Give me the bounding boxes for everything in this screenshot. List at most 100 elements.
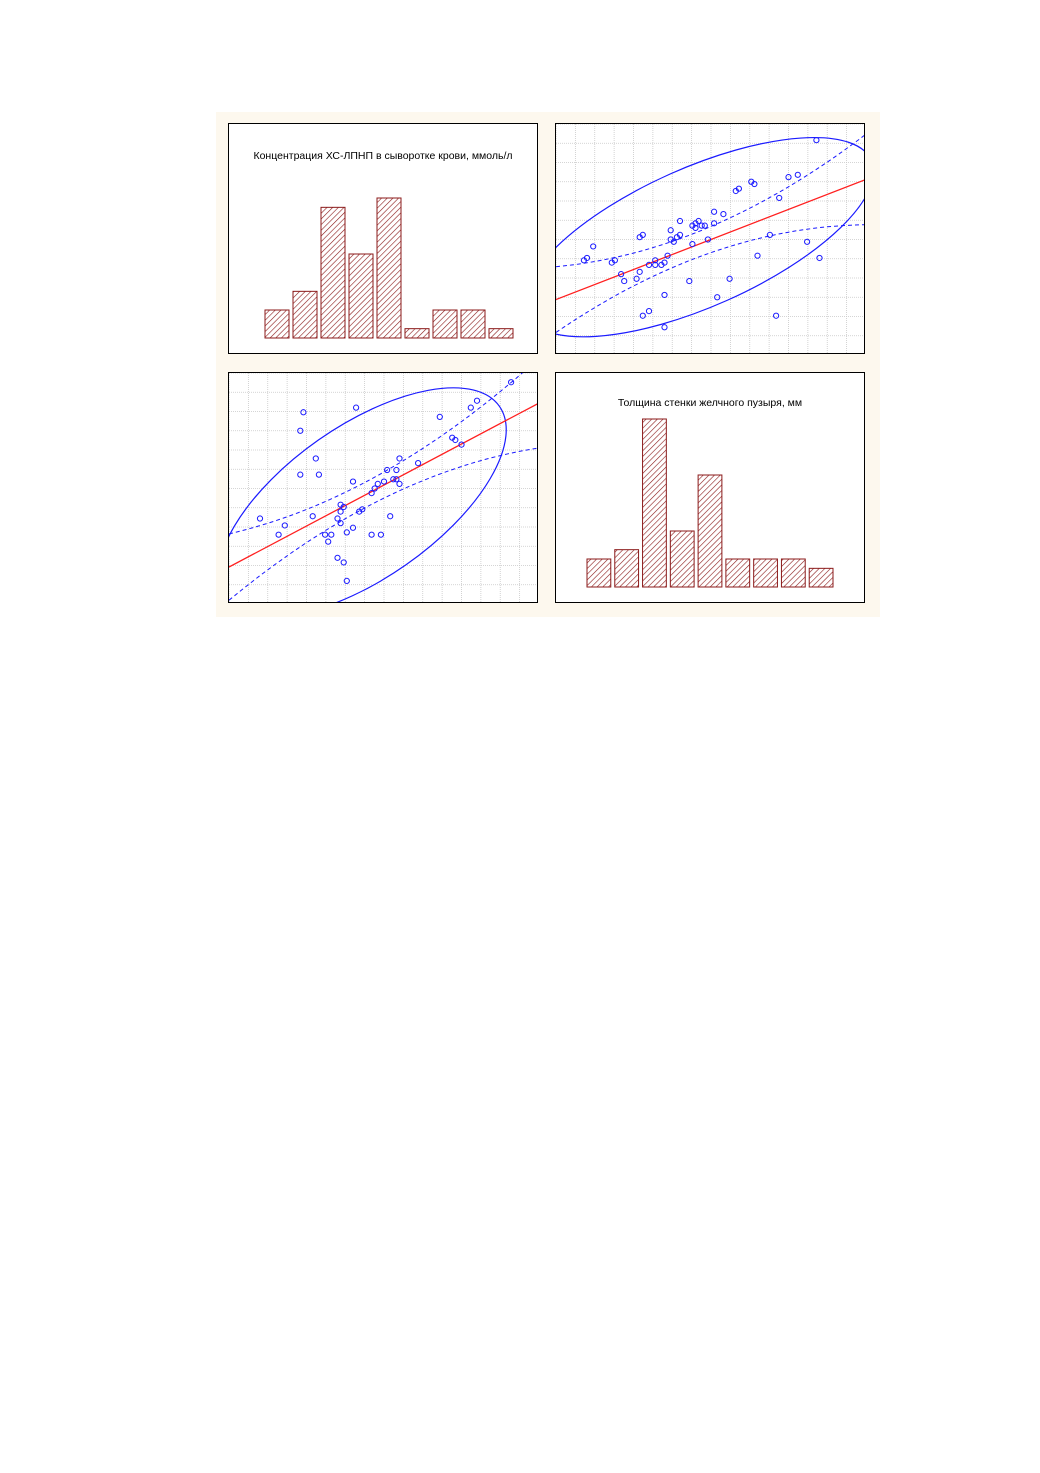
scatter-point xyxy=(297,427,304,434)
scatter-point xyxy=(368,490,375,497)
scatter-point xyxy=(343,577,350,584)
scatter-point xyxy=(676,217,684,225)
scatter-point xyxy=(636,268,643,275)
histogram-bar xyxy=(376,197,402,339)
scatter-point xyxy=(633,275,640,282)
scatter-point xyxy=(726,275,733,282)
histogram-bar xyxy=(753,558,778,588)
scatter-panel-bottom-left xyxy=(228,372,538,603)
scatter-point xyxy=(340,503,347,511)
histogram-bar xyxy=(808,567,834,588)
scatter-point xyxy=(804,238,811,245)
histogram-title: Толщина стенки желчного пузыря, мм xyxy=(617,397,803,409)
scatter-point xyxy=(256,515,264,522)
confidence-band-upper xyxy=(229,373,523,535)
histogram-ldl-svg xyxy=(264,197,514,339)
scatter-point xyxy=(393,476,400,483)
scatter-point xyxy=(328,531,335,538)
scatter-point xyxy=(698,222,705,229)
scatter-point xyxy=(667,227,674,234)
histogram-wall-svg xyxy=(586,418,834,588)
scatter-point xyxy=(661,324,668,331)
scatter-point xyxy=(714,294,721,301)
scatter-point xyxy=(384,466,391,474)
scatter-point xyxy=(393,466,400,474)
histogram-bar xyxy=(320,206,346,339)
scatter-point xyxy=(611,257,619,264)
scatter-point xyxy=(773,312,780,319)
scatter-point xyxy=(751,180,758,188)
scatter-point xyxy=(368,531,375,538)
scatter-point xyxy=(766,231,773,238)
scatter-point xyxy=(349,524,357,531)
scatter-point xyxy=(374,480,381,487)
scatter-point xyxy=(322,531,329,538)
scatter-point xyxy=(621,277,628,285)
scatter-point xyxy=(695,217,702,225)
scatter-point xyxy=(436,413,443,420)
scatter-point xyxy=(711,220,718,227)
grid xyxy=(229,373,537,602)
scatter-point xyxy=(676,231,684,238)
scatter-point xyxy=(387,513,394,520)
histogram-bar xyxy=(642,418,667,588)
scatter-point xyxy=(377,531,384,538)
scatter-point xyxy=(618,271,625,278)
histogram-bar xyxy=(488,328,514,339)
scatter-top-right-svg xyxy=(556,124,864,353)
scatter-point xyxy=(701,222,708,229)
scatter-point xyxy=(711,208,718,215)
histogram-bar xyxy=(404,328,430,339)
scatter-point xyxy=(467,404,474,411)
regression-line xyxy=(229,403,537,568)
histogram-bar xyxy=(460,309,486,339)
histogram-bar xyxy=(669,530,695,588)
scatter-point xyxy=(664,252,671,259)
scatter-point xyxy=(689,241,696,248)
scatter-point xyxy=(452,436,459,444)
scatter-point xyxy=(309,513,316,520)
scatter-point xyxy=(776,194,783,202)
histogram-bar xyxy=(614,549,640,588)
scatter-point xyxy=(343,529,350,536)
histogram-bar xyxy=(264,309,290,339)
confidence-band-lower xyxy=(229,447,537,601)
scatter-point xyxy=(281,522,288,529)
scatter-point xyxy=(670,238,677,245)
scatter-panel-top-right xyxy=(555,123,865,354)
scatter-bottom-left-svg xyxy=(229,373,537,602)
scatter-point xyxy=(337,520,344,527)
scatter-point xyxy=(794,171,801,178)
histogram-bar xyxy=(697,474,723,588)
scatter-point xyxy=(652,261,659,269)
scatter-point xyxy=(652,257,659,264)
histogram-bar xyxy=(780,558,806,588)
scatter-point xyxy=(275,531,282,538)
regression-line xyxy=(556,179,864,301)
figure-matrix: Концентрация ХС-ЛПНП в сыворотке крови, … xyxy=(216,112,880,617)
scatter-point xyxy=(380,478,388,485)
scatter-point xyxy=(813,137,820,144)
histogram-panel-wall: Толщина стенки желчного пузыря, мм xyxy=(555,372,865,603)
scatter-point xyxy=(325,538,332,545)
confidence-band-upper xyxy=(556,135,864,268)
scatter-point xyxy=(473,397,481,404)
scatter-point xyxy=(297,471,304,478)
scatter-point xyxy=(816,254,823,262)
scatter-point xyxy=(583,254,591,262)
scatter-point xyxy=(645,308,653,315)
histogram-bar xyxy=(292,290,318,339)
scatter-point xyxy=(735,185,742,192)
scatter-point xyxy=(645,261,653,269)
scatter-point xyxy=(396,455,403,462)
scatter-point xyxy=(639,312,646,319)
scatter-point xyxy=(334,554,341,561)
confidence-ellipse xyxy=(556,136,864,338)
scatter-point xyxy=(315,471,323,478)
scatter-point xyxy=(458,441,465,448)
scatter-point xyxy=(785,174,792,181)
confidence-ellipse xyxy=(229,387,507,602)
histogram-panel-ldl: Концентрация ХС-ЛПНП в сыворотке крови, … xyxy=(228,123,538,354)
scatter-point xyxy=(359,506,366,513)
scatter-point xyxy=(340,559,347,566)
